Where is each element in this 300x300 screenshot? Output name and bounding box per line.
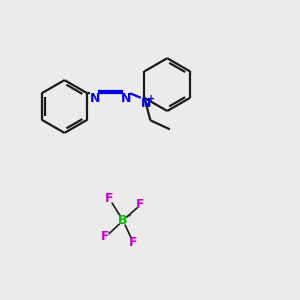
Text: +: + bbox=[147, 94, 155, 104]
Text: B: B bbox=[118, 214, 128, 227]
Text: -: - bbox=[126, 210, 130, 220]
Text: F: F bbox=[105, 192, 114, 206]
Text: F: F bbox=[129, 236, 138, 250]
Text: N: N bbox=[90, 92, 100, 105]
Text: N: N bbox=[121, 92, 132, 105]
Text: F: F bbox=[101, 230, 110, 244]
Text: N: N bbox=[141, 97, 151, 110]
Text: F: F bbox=[136, 198, 145, 212]
